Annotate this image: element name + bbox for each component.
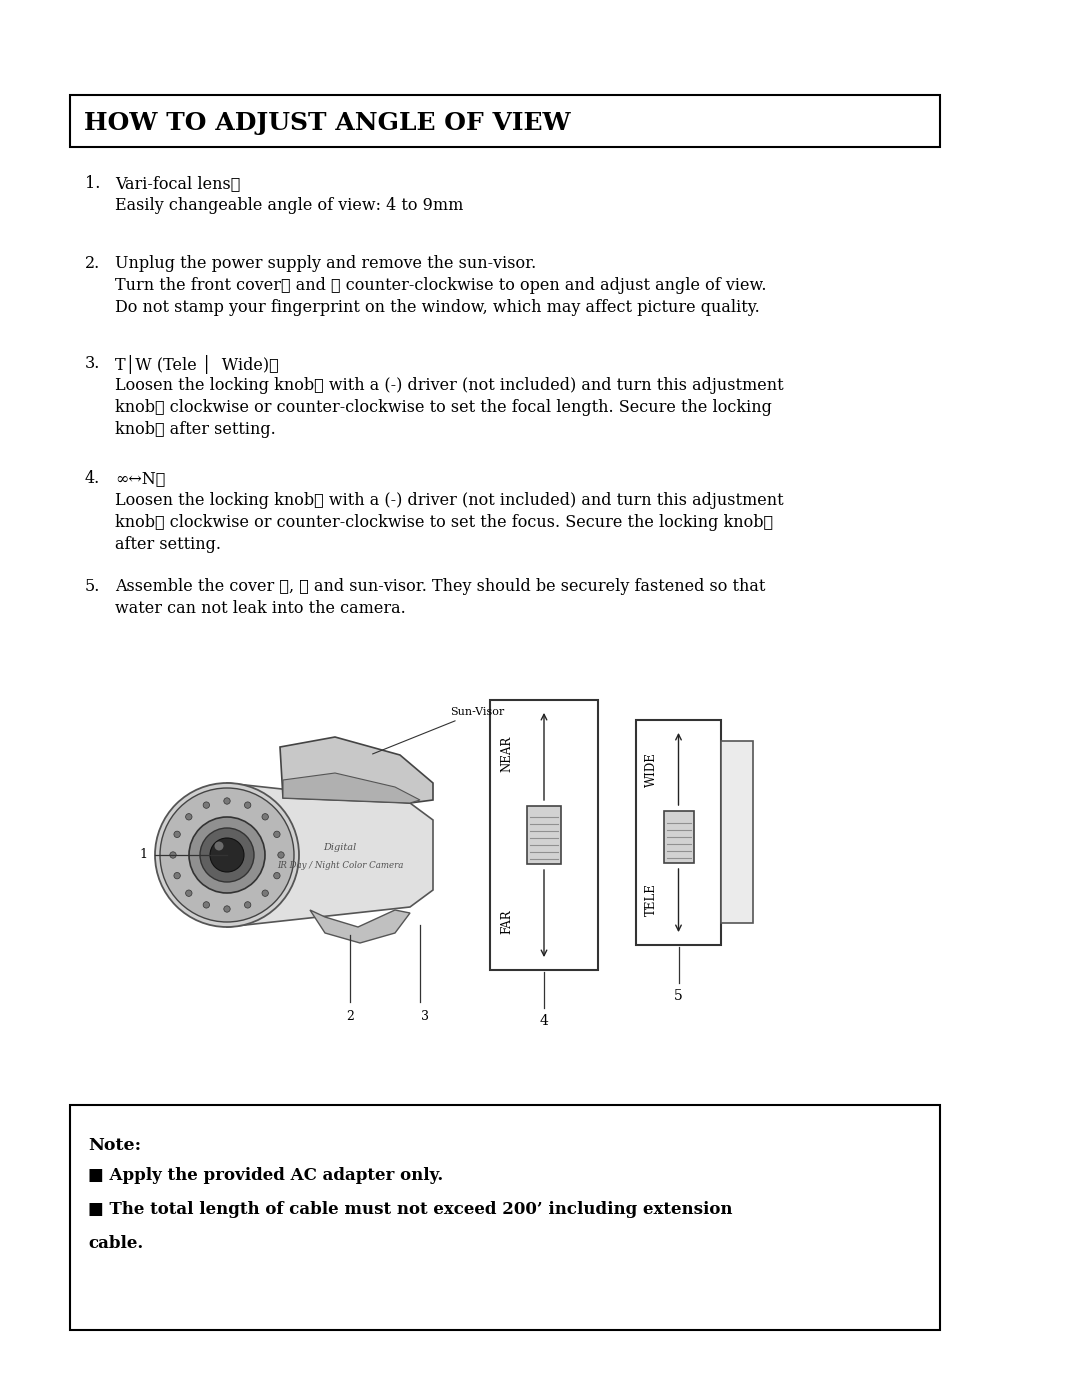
Text: WIDE: WIDE [645, 752, 658, 787]
Bar [527, 806, 561, 863]
Text: Vari-focal lens①: Vari-focal lens① [114, 175, 241, 191]
Text: Loosen the locking knob⑥ with a (-) driver (not included) and turn this adjustme: Loosen the locking knob⑥ with a (-) driv… [114, 377, 784, 394]
Text: Loosen the locking knob④ with a (-) driver (not included) and turn this adjustme: Loosen the locking knob④ with a (-) driv… [114, 492, 784, 509]
Circle shape [170, 852, 176, 858]
Text: Turn the front cover② and ③ counter-clockwise to open and adjust angle of view.: Turn the front cover② and ③ counter-cloc… [114, 277, 767, 293]
Circle shape [262, 890, 269, 897]
Text: TELE: TELE [645, 883, 658, 916]
Polygon shape [310, 909, 410, 943]
Text: 5.: 5. [85, 578, 100, 595]
Bar [636, 719, 721, 944]
Text: 3.: 3. [85, 355, 100, 372]
Text: 4.: 4. [85, 469, 100, 488]
Circle shape [174, 831, 180, 838]
Circle shape [189, 817, 265, 893]
Bar [490, 700, 598, 970]
Text: IR Day / Night Color Camera: IR Day / Night Color Camera [276, 861, 403, 869]
Circle shape [278, 852, 284, 858]
Text: Digital: Digital [323, 842, 356, 852]
Text: FAR: FAR [500, 909, 513, 933]
Text: ∞↔N④: ∞↔N④ [114, 469, 165, 488]
Text: Assemble the cover ③, ② and sun-visor. They should be securely fastened so that: Assemble the cover ③, ② and sun-visor. T… [114, 578, 766, 595]
FancyBboxPatch shape [70, 95, 940, 147]
Text: 2: 2 [346, 1010, 354, 1023]
Text: water can not leak into the camera.: water can not leak into the camera. [114, 599, 406, 617]
Circle shape [262, 813, 269, 820]
Circle shape [244, 901, 251, 908]
Circle shape [203, 901, 210, 908]
Circle shape [200, 828, 254, 882]
Circle shape [273, 831, 280, 838]
Circle shape [203, 802, 210, 809]
Text: T│W (Tele │  Wide)⑥: T│W (Tele │ Wide)⑥ [114, 355, 279, 374]
FancyBboxPatch shape [70, 1105, 940, 1330]
Circle shape [160, 788, 294, 922]
Text: knob⑥ after setting.: knob⑥ after setting. [114, 420, 275, 439]
Text: cable.: cable. [87, 1235, 144, 1252]
Polygon shape [283, 773, 420, 803]
Circle shape [215, 841, 224, 851]
Text: after setting.: after setting. [114, 536, 221, 553]
Text: Sun-Visor: Sun-Visor [373, 707, 504, 754]
Text: knob⑥ clockwise or counter-clockwise to set the focal length. Secure the locking: knob⑥ clockwise or counter-clockwise to … [114, 400, 772, 416]
Text: knob④ clockwise or counter-clockwise to set the focus. Secure the locking knob④: knob④ clockwise or counter-clockwise to … [114, 514, 773, 531]
Text: ■ The total length of cable must not exceed 200’ including extension: ■ The total length of cable must not exc… [87, 1201, 732, 1218]
Circle shape [273, 873, 280, 879]
Circle shape [174, 873, 180, 879]
Text: Easily changeable angle of view: 4 to 9mm: Easily changeable angle of view: 4 to 9m… [114, 197, 463, 214]
Circle shape [210, 838, 244, 872]
Circle shape [156, 782, 299, 928]
Text: HOW TO ADJUST ANGLE OF VIEW: HOW TO ADJUST ANGLE OF VIEW [84, 110, 570, 136]
Bar [721, 740, 753, 923]
Text: 5: 5 [674, 989, 683, 1003]
Text: 1.: 1. [85, 175, 100, 191]
Text: 4: 4 [540, 1014, 549, 1028]
Text: Do not stamp your fingerprint on the window, which may affect picture quality.: Do not stamp your fingerprint on the win… [114, 299, 759, 316]
Text: NEAR: NEAR [500, 736, 513, 773]
Polygon shape [280, 738, 433, 803]
Polygon shape [227, 782, 433, 928]
Text: Note:: Note: [87, 1137, 141, 1154]
Circle shape [186, 813, 192, 820]
Text: ■ Apply the provided AC adapter only.: ■ Apply the provided AC adapter only. [87, 1166, 443, 1185]
Text: Unplug the power supply and remove the sun-visor.: Unplug the power supply and remove the s… [114, 256, 537, 272]
Circle shape [244, 802, 251, 809]
Text: 2.: 2. [85, 256, 100, 272]
Circle shape [224, 905, 230, 912]
Text: 1: 1 [139, 848, 147, 862]
Circle shape [186, 890, 192, 897]
Circle shape [224, 798, 230, 805]
Text: 3: 3 [421, 1010, 429, 1023]
Bar [663, 812, 693, 863]
